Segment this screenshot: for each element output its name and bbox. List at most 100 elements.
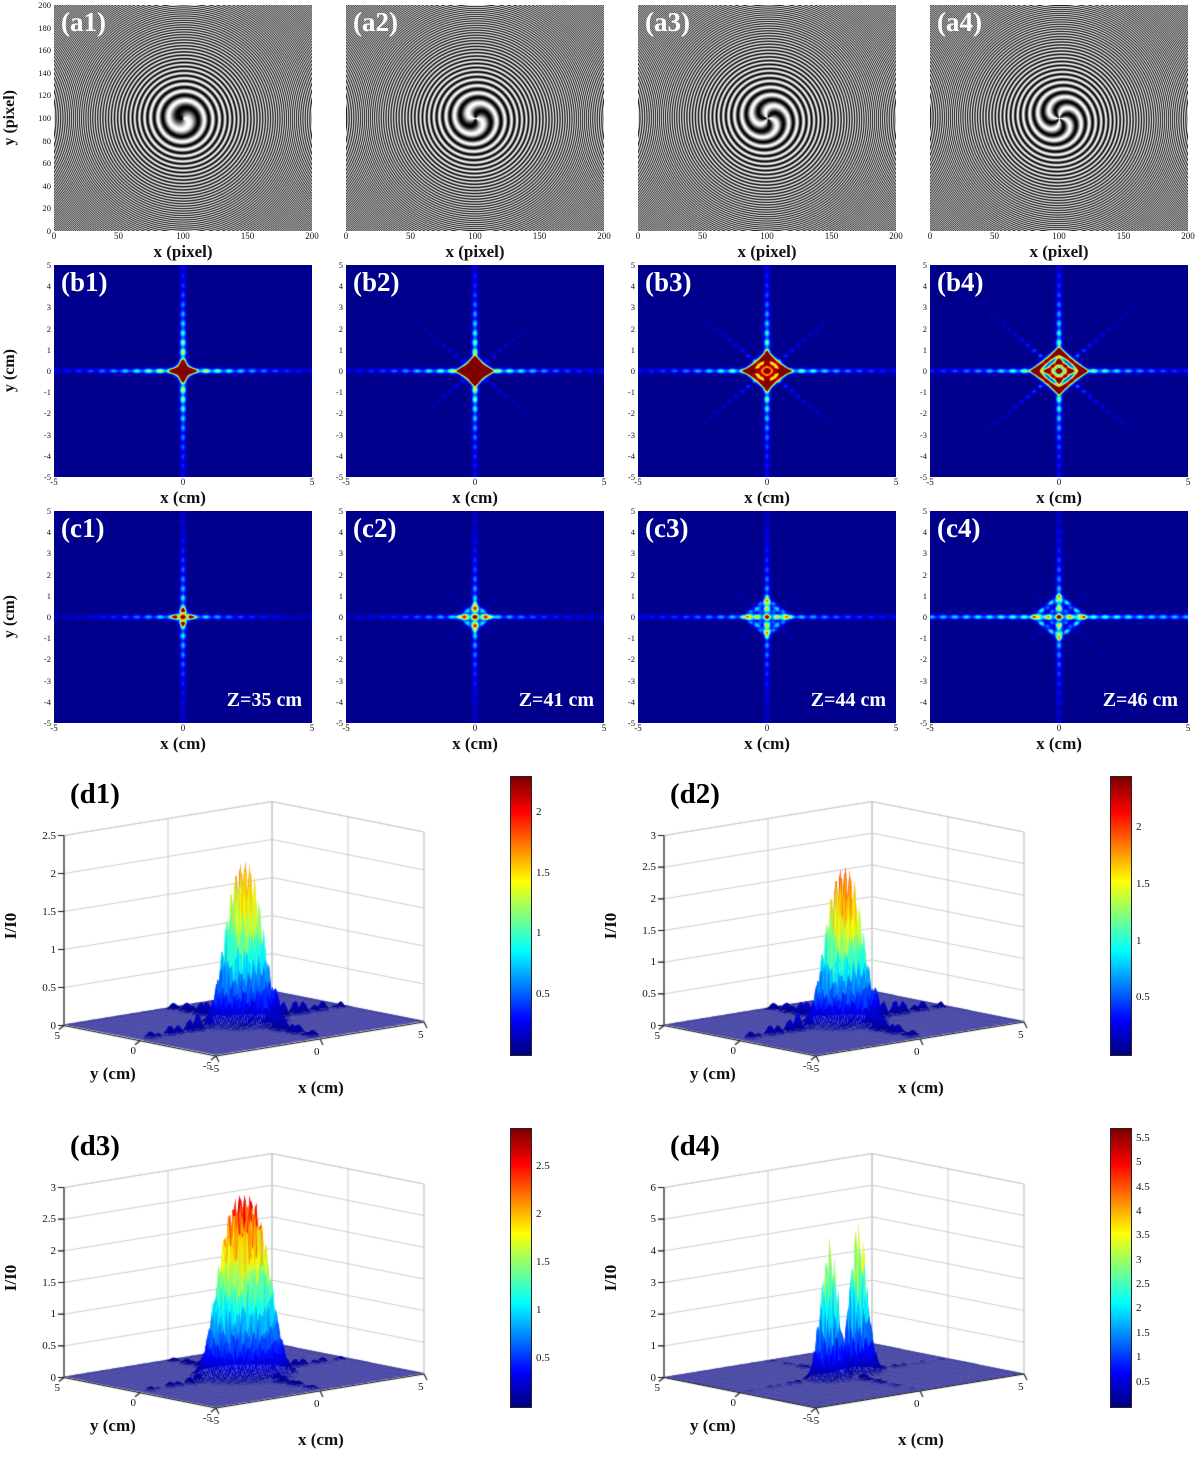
y-axis-label: y (cm) bbox=[690, 1064, 736, 1083]
y-axis-ticks: -5 -4 -3 -2 -1 0 1 2 3 4 5 bbox=[312, 506, 346, 728]
tick-label: -5 bbox=[802, 1412, 812, 1424]
tick-label: 200 bbox=[889, 231, 903, 241]
tick-label: -5 bbox=[627, 718, 635, 728]
tick-label: 200 bbox=[305, 231, 319, 241]
tick-label: 5 bbox=[1136, 1156, 1142, 1169]
tick-label: 150 bbox=[240, 231, 255, 241]
surface-panel-d2: (d2) I/I0 x (cm) y (cm) 0 0.5 1 1.5 2 2.5 3 -5 0… bbox=[601, 764, 1198, 1106]
tick-label: 2 bbox=[650, 1308, 657, 1321]
tick-label: 1.5 bbox=[536, 866, 550, 879]
x-axis-ticks: -5 0 5 bbox=[926, 723, 1190, 734]
y-axis-ticks: -5 -4 -3 -2 -1 0 1 2 3 4 5 bbox=[20, 260, 54, 482]
tick-label: -1 bbox=[335, 633, 343, 644]
tick-label: 2 bbox=[1136, 1302, 1142, 1315]
tick-label: 1.5 bbox=[1136, 1326, 1150, 1339]
diffraction-canvas-b4 bbox=[930, 265, 1188, 477]
tick-label: 1 bbox=[46, 344, 51, 355]
z-axis-label: I/I0 bbox=[1, 1264, 21, 1292]
surface-canvas-d3 bbox=[6, 1116, 496, 1451]
panel-label: (d4) bbox=[670, 1130, 720, 1162]
tick-label: 5 bbox=[630, 506, 635, 516]
panel-label: (d1) bbox=[70, 778, 120, 810]
x-axis-label: x (cm) bbox=[744, 734, 790, 753]
tick-label: 3 bbox=[46, 302, 51, 313]
tick-label: 0 bbox=[914, 1398, 920, 1410]
panel-label: (c1) bbox=[61, 513, 105, 543]
tick-label: 1 bbox=[536, 1304, 542, 1317]
x-axis-label: x (cm) bbox=[898, 1078, 944, 1097]
tick-label: 5 bbox=[54, 1381, 61, 1394]
surface-panel-d4: (d4) I/I0 x (cm) y (cm) 0 1 2 3 4 5 6 -5 0 5 5 0 -5 0… bbox=[601, 1116, 1198, 1458]
x-axis-label: x (pixel) bbox=[153, 242, 213, 261]
panel-b4: -5 -4 -3 -2 -1 0 1 2 3 4 5 (b4) -5 0 5 x (cm) bbox=[896, 260, 1190, 508]
y-axis-ticks: 0 20 40 60 80 100 120 140 160 180 200 bbox=[20, 0, 54, 236]
tick-label: 160 bbox=[38, 45, 51, 56]
tick-label: 2.5 bbox=[536, 1160, 550, 1173]
panel-label: (d2) bbox=[670, 778, 720, 810]
tick-label: 50 bbox=[990, 231, 999, 241]
tick-label: 0 bbox=[130, 1396, 137, 1409]
tick-label: 5 bbox=[54, 1029, 61, 1042]
tick-label: -2 bbox=[627, 654, 635, 665]
tick-label: 5 bbox=[922, 506, 927, 516]
tick-label: 2 bbox=[338, 569, 343, 580]
tick-label: 100 bbox=[1052, 231, 1066, 241]
z-axis-label: I/I0 bbox=[601, 1264, 621, 1292]
tick-label: 0 bbox=[730, 1396, 737, 1409]
tick-label: 1 bbox=[650, 956, 657, 969]
tick-label: 100 bbox=[468, 231, 482, 241]
tick-label: 0 bbox=[50, 1019, 57, 1032]
y-axis-ticks: -5 -4 -3 -2 -1 0 1 2 3 4 5 bbox=[20, 506, 54, 728]
tick-label: 1 bbox=[338, 590, 343, 601]
tick-label: -4 bbox=[335, 450, 343, 461]
tick-label: 4 bbox=[338, 527, 343, 538]
tick-label: 0 bbox=[343, 231, 349, 241]
tick-label: 0 bbox=[338, 366, 343, 376]
tick-label: 120 bbox=[38, 90, 51, 101]
tick-label: 2 bbox=[46, 569, 51, 580]
tick-label: -5 bbox=[335, 472, 343, 482]
panel-label: (d3) bbox=[70, 1130, 120, 1162]
tick-label: -4 bbox=[43, 450, 51, 461]
tick-label: -5 bbox=[342, 477, 350, 487]
tick-label: 2 bbox=[46, 323, 51, 334]
tick-label: 5 bbox=[1018, 1029, 1024, 1041]
tick-label: 1 bbox=[46, 590, 51, 601]
x-axis-label: x (pixel) bbox=[737, 242, 797, 261]
y-axis-label: y (cm) bbox=[90, 1416, 136, 1435]
tick-label: 0 bbox=[927, 231, 933, 241]
x-axis-label: x (pixel) bbox=[1029, 242, 1089, 261]
propagation-canvas-c4 bbox=[930, 511, 1188, 723]
panel-label: (a4) bbox=[937, 7, 982, 37]
tick-label: -5 bbox=[634, 723, 642, 733]
tick-label: 180 bbox=[38, 22, 51, 33]
tick-label: 140 bbox=[38, 67, 51, 78]
x-axis-label: x (cm) bbox=[1036, 488, 1082, 507]
tick-label: -1 bbox=[627, 387, 635, 398]
tick-label: 0.5 bbox=[536, 1352, 550, 1365]
tick-label: 0.5 bbox=[1136, 1375, 1150, 1388]
tick-label: 2 bbox=[630, 569, 635, 580]
tick-label: 1 bbox=[650, 1339, 657, 1352]
tick-label: -1 bbox=[627, 633, 635, 644]
tick-label: -3 bbox=[627, 429, 635, 440]
tick-label: 1.5 bbox=[42, 905, 56, 918]
y-axis-ticks: -5 -4 -3 -2 -1 0 1 2 3 4 5 bbox=[896, 506, 930, 728]
tick-label: -5 bbox=[210, 1063, 220, 1075]
tick-label: -5 bbox=[926, 723, 934, 733]
tick-label: 5 bbox=[338, 260, 343, 270]
tick-label: 0.5 bbox=[1136, 991, 1150, 1004]
tick-label: 0.5 bbox=[42, 981, 56, 994]
x-axis-ticks: 0 50 100 150 200 bbox=[52, 231, 319, 242]
y-axis-title-column: y (pixel) bbox=[0, 5, 20, 231]
y-axis-ticks: -5 -4 -3 -2 -1 0 1 2 3 4 5 bbox=[604, 260, 638, 482]
tick-label: 5 bbox=[338, 506, 343, 516]
tick-label: 0 bbox=[764, 723, 770, 733]
tick-label: 4.5 bbox=[1136, 1180, 1150, 1193]
colorbar bbox=[510, 1128, 532, 1408]
tick-label: -3 bbox=[627, 675, 635, 686]
tick-label: 1 bbox=[630, 590, 635, 601]
tick-label: 3 bbox=[922, 302, 927, 313]
tick-label: 3 bbox=[922, 548, 927, 559]
tick-label: -4 bbox=[919, 696, 927, 707]
